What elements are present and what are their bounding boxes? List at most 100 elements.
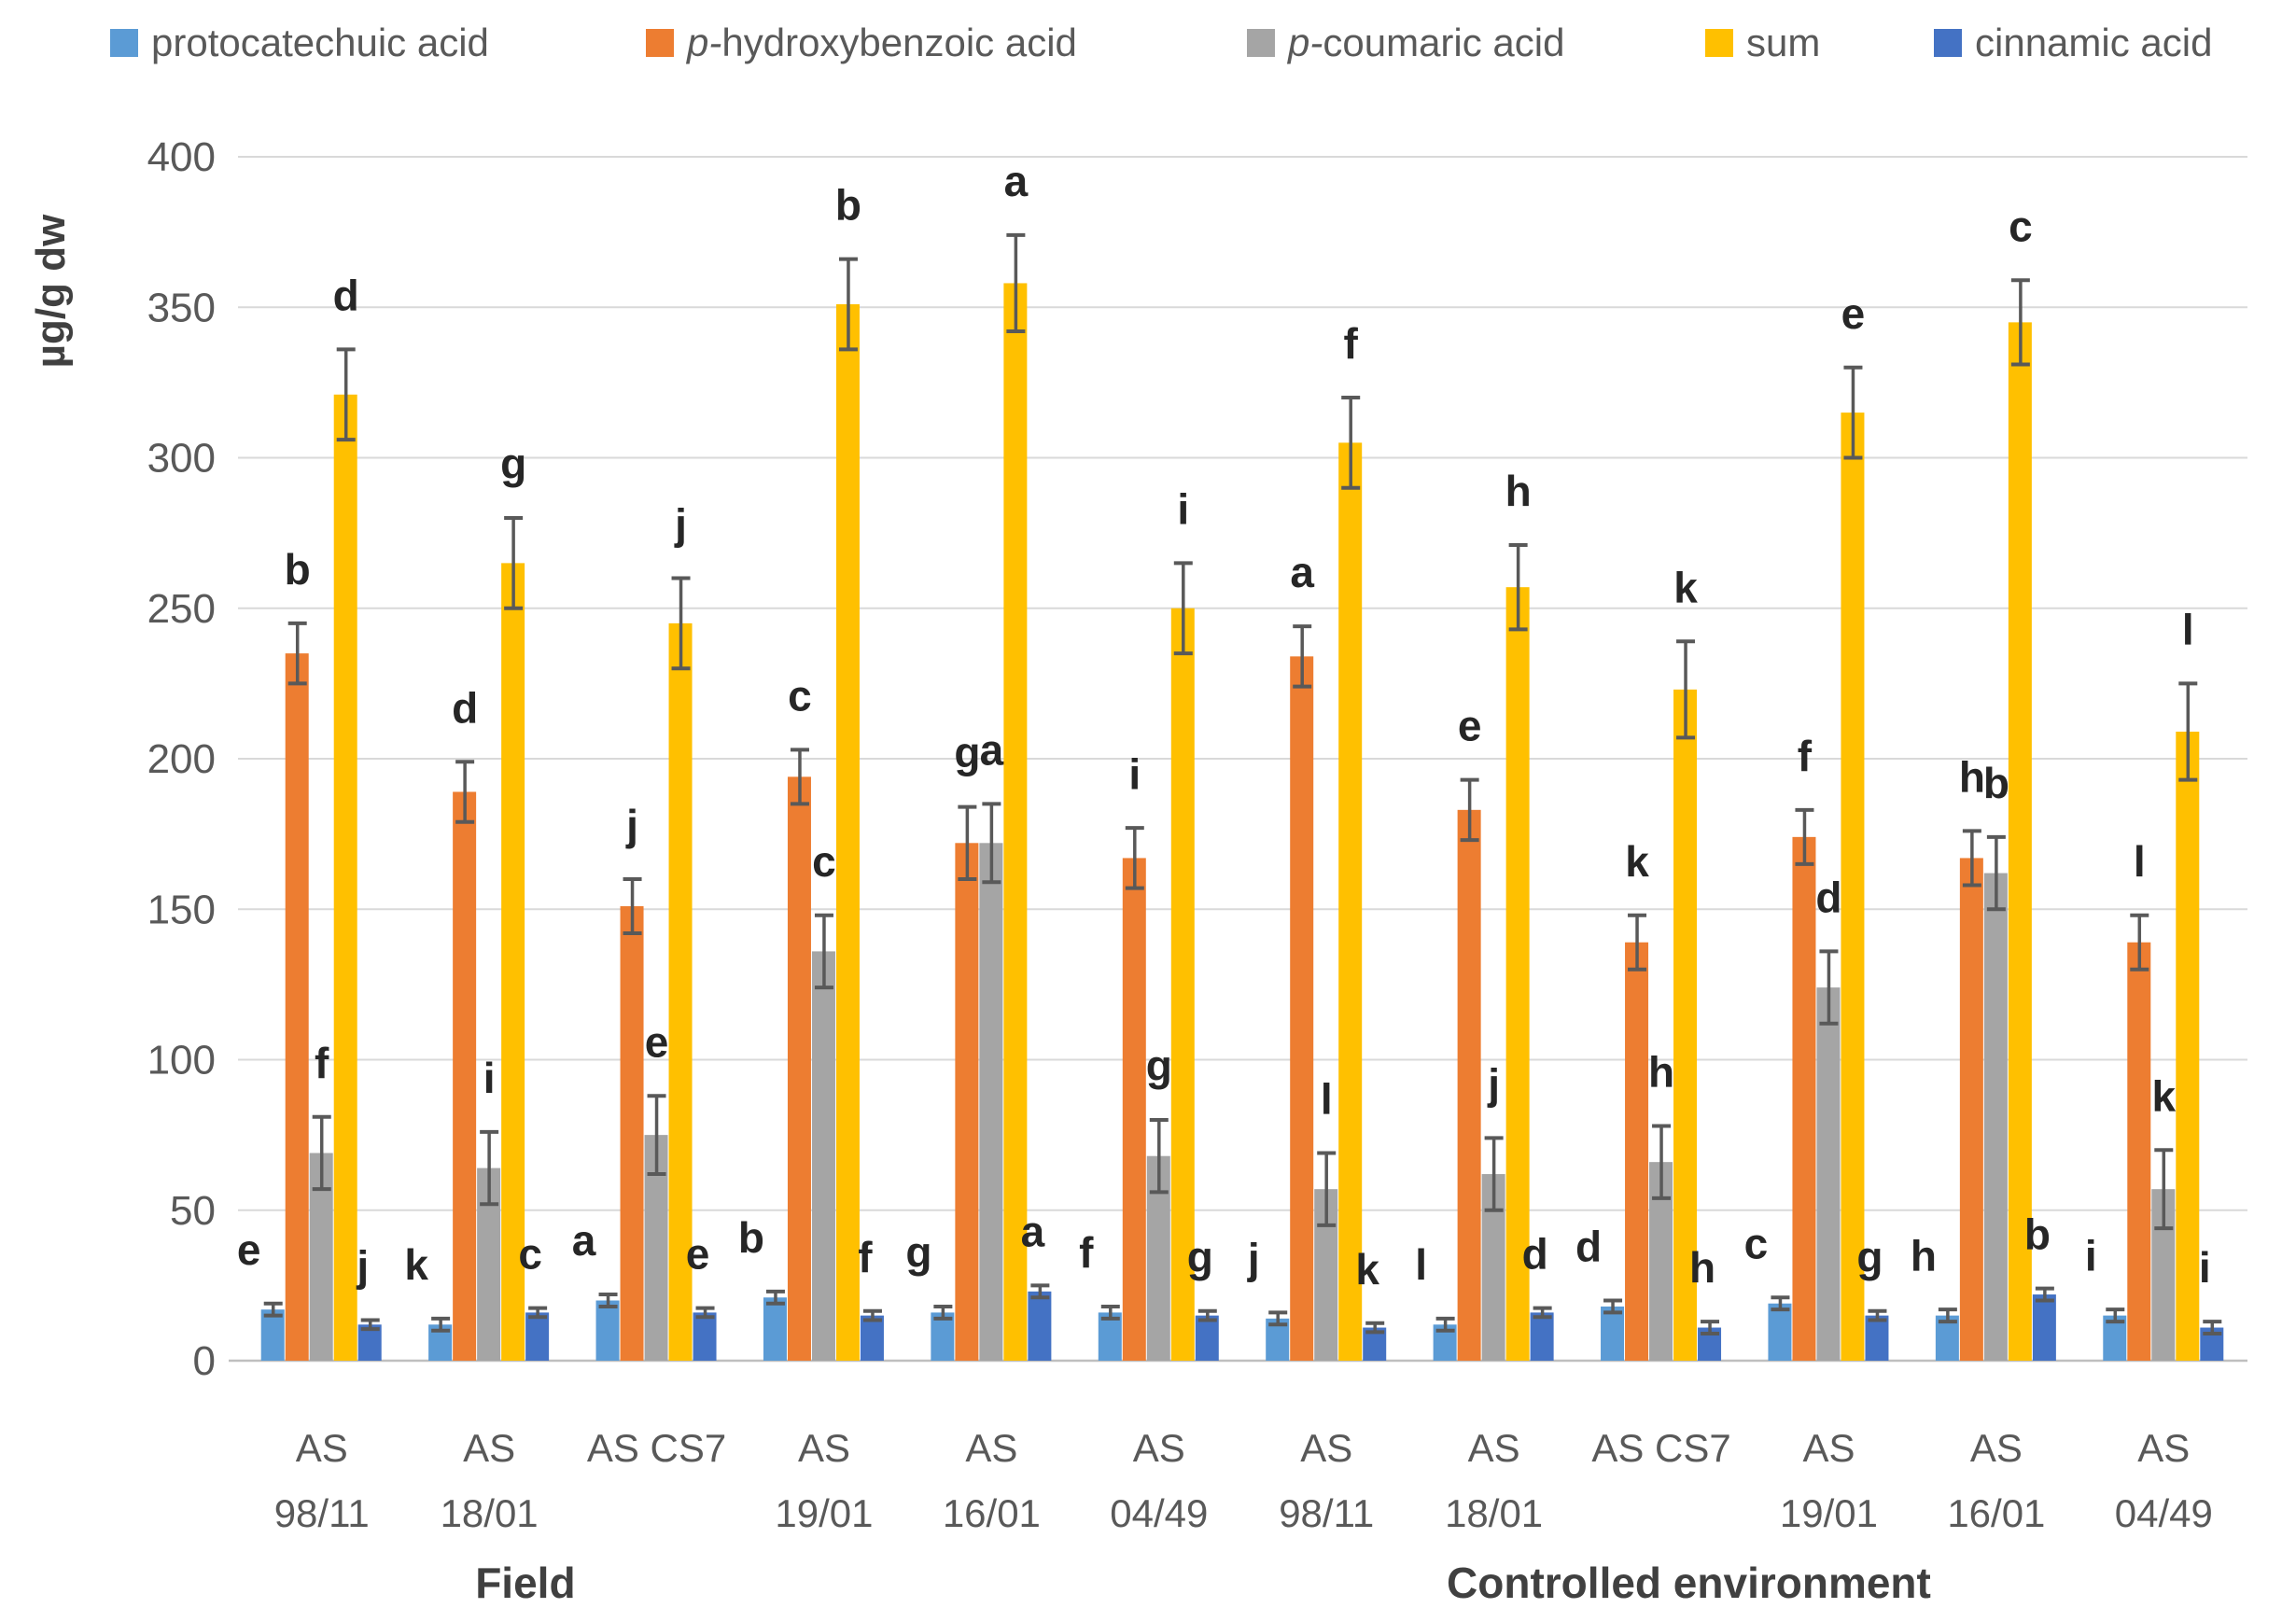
significance-letter: g [1146, 1042, 1172, 1090]
bar-protocatechuic-acid-g1 [260, 1309, 285, 1361]
significance-letter: d [1522, 1230, 1548, 1279]
significance-letter: i [483, 1054, 496, 1102]
significance-letter: a [572, 1216, 596, 1265]
bar-p-coumaric-acid-g10 [1816, 987, 1841, 1361]
significance-letter: e [237, 1225, 261, 1274]
legend-label: p-coumaric acid [1288, 21, 1565, 64]
significance-letter: c [1744, 1219, 1769, 1267]
significance-letter: c [812, 837, 836, 886]
legend-item-p-coumaric-acid: p-coumaric acid [1247, 17, 1564, 69]
legend-swatch-p-coumaric-acid [1247, 29, 1275, 57]
bar-cinnamic-acid-g6 [1195, 1315, 1219, 1361]
bar-cinnamic-acid-g2 [525, 1312, 550, 1361]
bar-sum-g6 [1170, 608, 1195, 1361]
significance-letter: l [2182, 605, 2194, 653]
x-category-label: AS [798, 1426, 850, 1470]
x-category-label-line2: 19/01 [1780, 1491, 1878, 1535]
significance-letter: g [1187, 1233, 1213, 1281]
significance-letter: f [858, 1233, 873, 1281]
significance-letter: b [285, 545, 311, 594]
significance-letter: c [518, 1230, 542, 1279]
x-category-label: AS [1133, 1426, 1185, 1470]
x-category-label-line2: 04/49 [1110, 1491, 1208, 1535]
legend-swatch-sum [1705, 29, 1733, 57]
bar-sum-g1 [333, 394, 357, 1361]
x-category-label: AS [1300, 1426, 1352, 1470]
significance-letter: f [315, 1039, 329, 1087]
significance-letter: g [905, 1228, 931, 1277]
section-label-controlled-environment: Controlled environment [1447, 1559, 1931, 1607]
bar-sum-g9 [1673, 689, 1698, 1361]
bar-p-hydroxybenzoic-acid-g1 [285, 653, 309, 1361]
legend-item-sum: sum [1705, 17, 1820, 69]
significance-letter: l [1415, 1240, 1427, 1289]
legend-item-cinnamic-acid: cinnamic acid [1934, 17, 2212, 69]
bar-p-hydroxybenzoic-acid-g2 [453, 791, 477, 1361]
bar-p-hydroxybenzoic-acid-g3 [620, 906, 644, 1361]
x-category-label: AS [1468, 1426, 1520, 1470]
bar-protocatechuic-acid-g4 [763, 1297, 787, 1361]
section-label-field: Field [475, 1559, 575, 1607]
x-category-label-line2: 04/49 [2115, 1491, 2213, 1535]
bar-protocatechuic-acid-g3 [595, 1300, 620, 1361]
bar-protocatechuic-acid-g5 [931, 1312, 955, 1361]
x-category-label: AS CS7 [1591, 1426, 1730, 1470]
significance-letter: d [452, 683, 478, 732]
x-category-label: AS CS7 [587, 1426, 726, 1470]
bar-protocatechuic-acid-g10 [1768, 1303, 1792, 1361]
bar-sum-g5 [1003, 283, 1028, 1362]
bar-p-hydroxybenzoic-acid-g11 [1959, 858, 1983, 1361]
significance-letter: l [1321, 1075, 1333, 1124]
legend-swatch-p-hydroxybenzoic-acid [646, 29, 674, 57]
y-tick-label-400: 400 [147, 134, 216, 180]
bar-p-coumaric-acid-g11 [1983, 873, 2008, 1361]
significance-letter: j [1247, 1234, 1260, 1282]
significance-letter: g [954, 729, 980, 777]
significance-letter: f [1079, 1228, 1094, 1277]
significance-letter: h [1505, 467, 1532, 515]
significance-letter: d [1815, 873, 1841, 921]
bar-sum-g2 [501, 563, 525, 1361]
significance-letter: k [2151, 1071, 2176, 1120]
bar-p-hydroxybenzoic-acid-g5 [955, 843, 979, 1361]
x-category-label-line2: 18/01 [441, 1491, 539, 1535]
x-category-label-line2: 98/11 [1279, 1491, 1374, 1535]
significance-letter: b [738, 1213, 764, 1262]
bar-protocatechuic-acid-g6 [1098, 1312, 1122, 1361]
bar-protocatechuic-acid-g9 [1601, 1306, 1625, 1361]
bar-p-hydroxybenzoic-acid-g12 [2127, 942, 2151, 1361]
x-category-label: AS [463, 1426, 515, 1470]
x-category-label: AS [965, 1426, 1017, 1470]
chart-legend: protocatechuic acid p-hydroxybenzoic aci… [0, 17, 2296, 73]
significance-letter: a [1290, 548, 1314, 596]
bar-cinnamic-acid-g11 [2032, 1294, 2056, 1361]
bar-p-hydroxybenzoic-acid-g10 [1792, 836, 1816, 1361]
significance-letter: a [980, 725, 1004, 774]
significance-letter: a [1021, 1207, 1045, 1255]
legend-swatch-cinnamic-acid [1934, 29, 1962, 57]
significance-letter: h [1911, 1231, 1937, 1279]
bar-sum-g7 [1338, 442, 1363, 1361]
significance-letter: b [835, 181, 861, 230]
significance-letter: g [500, 440, 526, 488]
legend-label: p-hydroxybenzoic acid [687, 21, 1077, 64]
significance-letter: l [2134, 837, 2146, 886]
significance-letter: h [1959, 752, 1985, 801]
y-tick-label-300: 300 [147, 436, 216, 482]
y-tick-label-150: 150 [147, 887, 216, 932]
significance-letter: i [1128, 749, 1141, 798]
bar-p-hydroxybenzoic-acid-g6 [1122, 858, 1146, 1361]
legend-swatch-protocatechuic-acid [110, 29, 138, 57]
bar-p-hydroxybenzoic-acid-g9 [1625, 942, 1649, 1361]
significance-letter: e [686, 1230, 710, 1279]
significance-letter: a [1004, 157, 1029, 205]
significance-letter: h [1689, 1243, 1715, 1292]
x-category-label-line2: 19/01 [775, 1491, 873, 1535]
bar-cinnamic-acid-g8 [1530, 1312, 1554, 1361]
legend-item-p-hydroxybenzoic-acid: p-hydroxybenzoic acid [646, 17, 1077, 69]
significance-letter: f [1798, 732, 1813, 780]
bar-p-hydroxybenzoic-acid-g4 [787, 776, 811, 1361]
x-category-label: AS [296, 1426, 348, 1470]
x-category-label: AS [1970, 1426, 2023, 1470]
